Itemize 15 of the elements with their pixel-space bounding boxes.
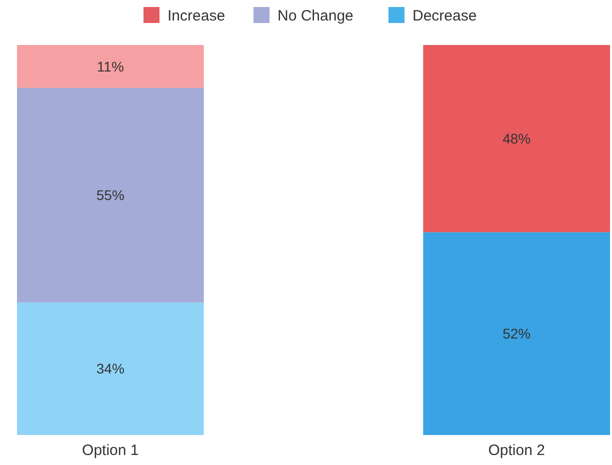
legend-label: Decrease [412,7,477,24]
bar [17,88,204,302]
data-label: 11% [96,58,124,74]
data-label: 55% [96,187,124,204]
x-tick-label: Option 1 [82,442,139,459]
bar [17,45,204,88]
bar [423,45,610,232]
legend-label: No Change [278,7,354,24]
x-tick-label: Option 2 [488,442,545,459]
bar [17,302,204,435]
data-label: 48% [502,130,531,146]
bar [423,232,610,435]
data-label: 34% [96,360,124,377]
data-label: 52% [502,326,531,342]
legend-label: Increase [168,7,226,24]
